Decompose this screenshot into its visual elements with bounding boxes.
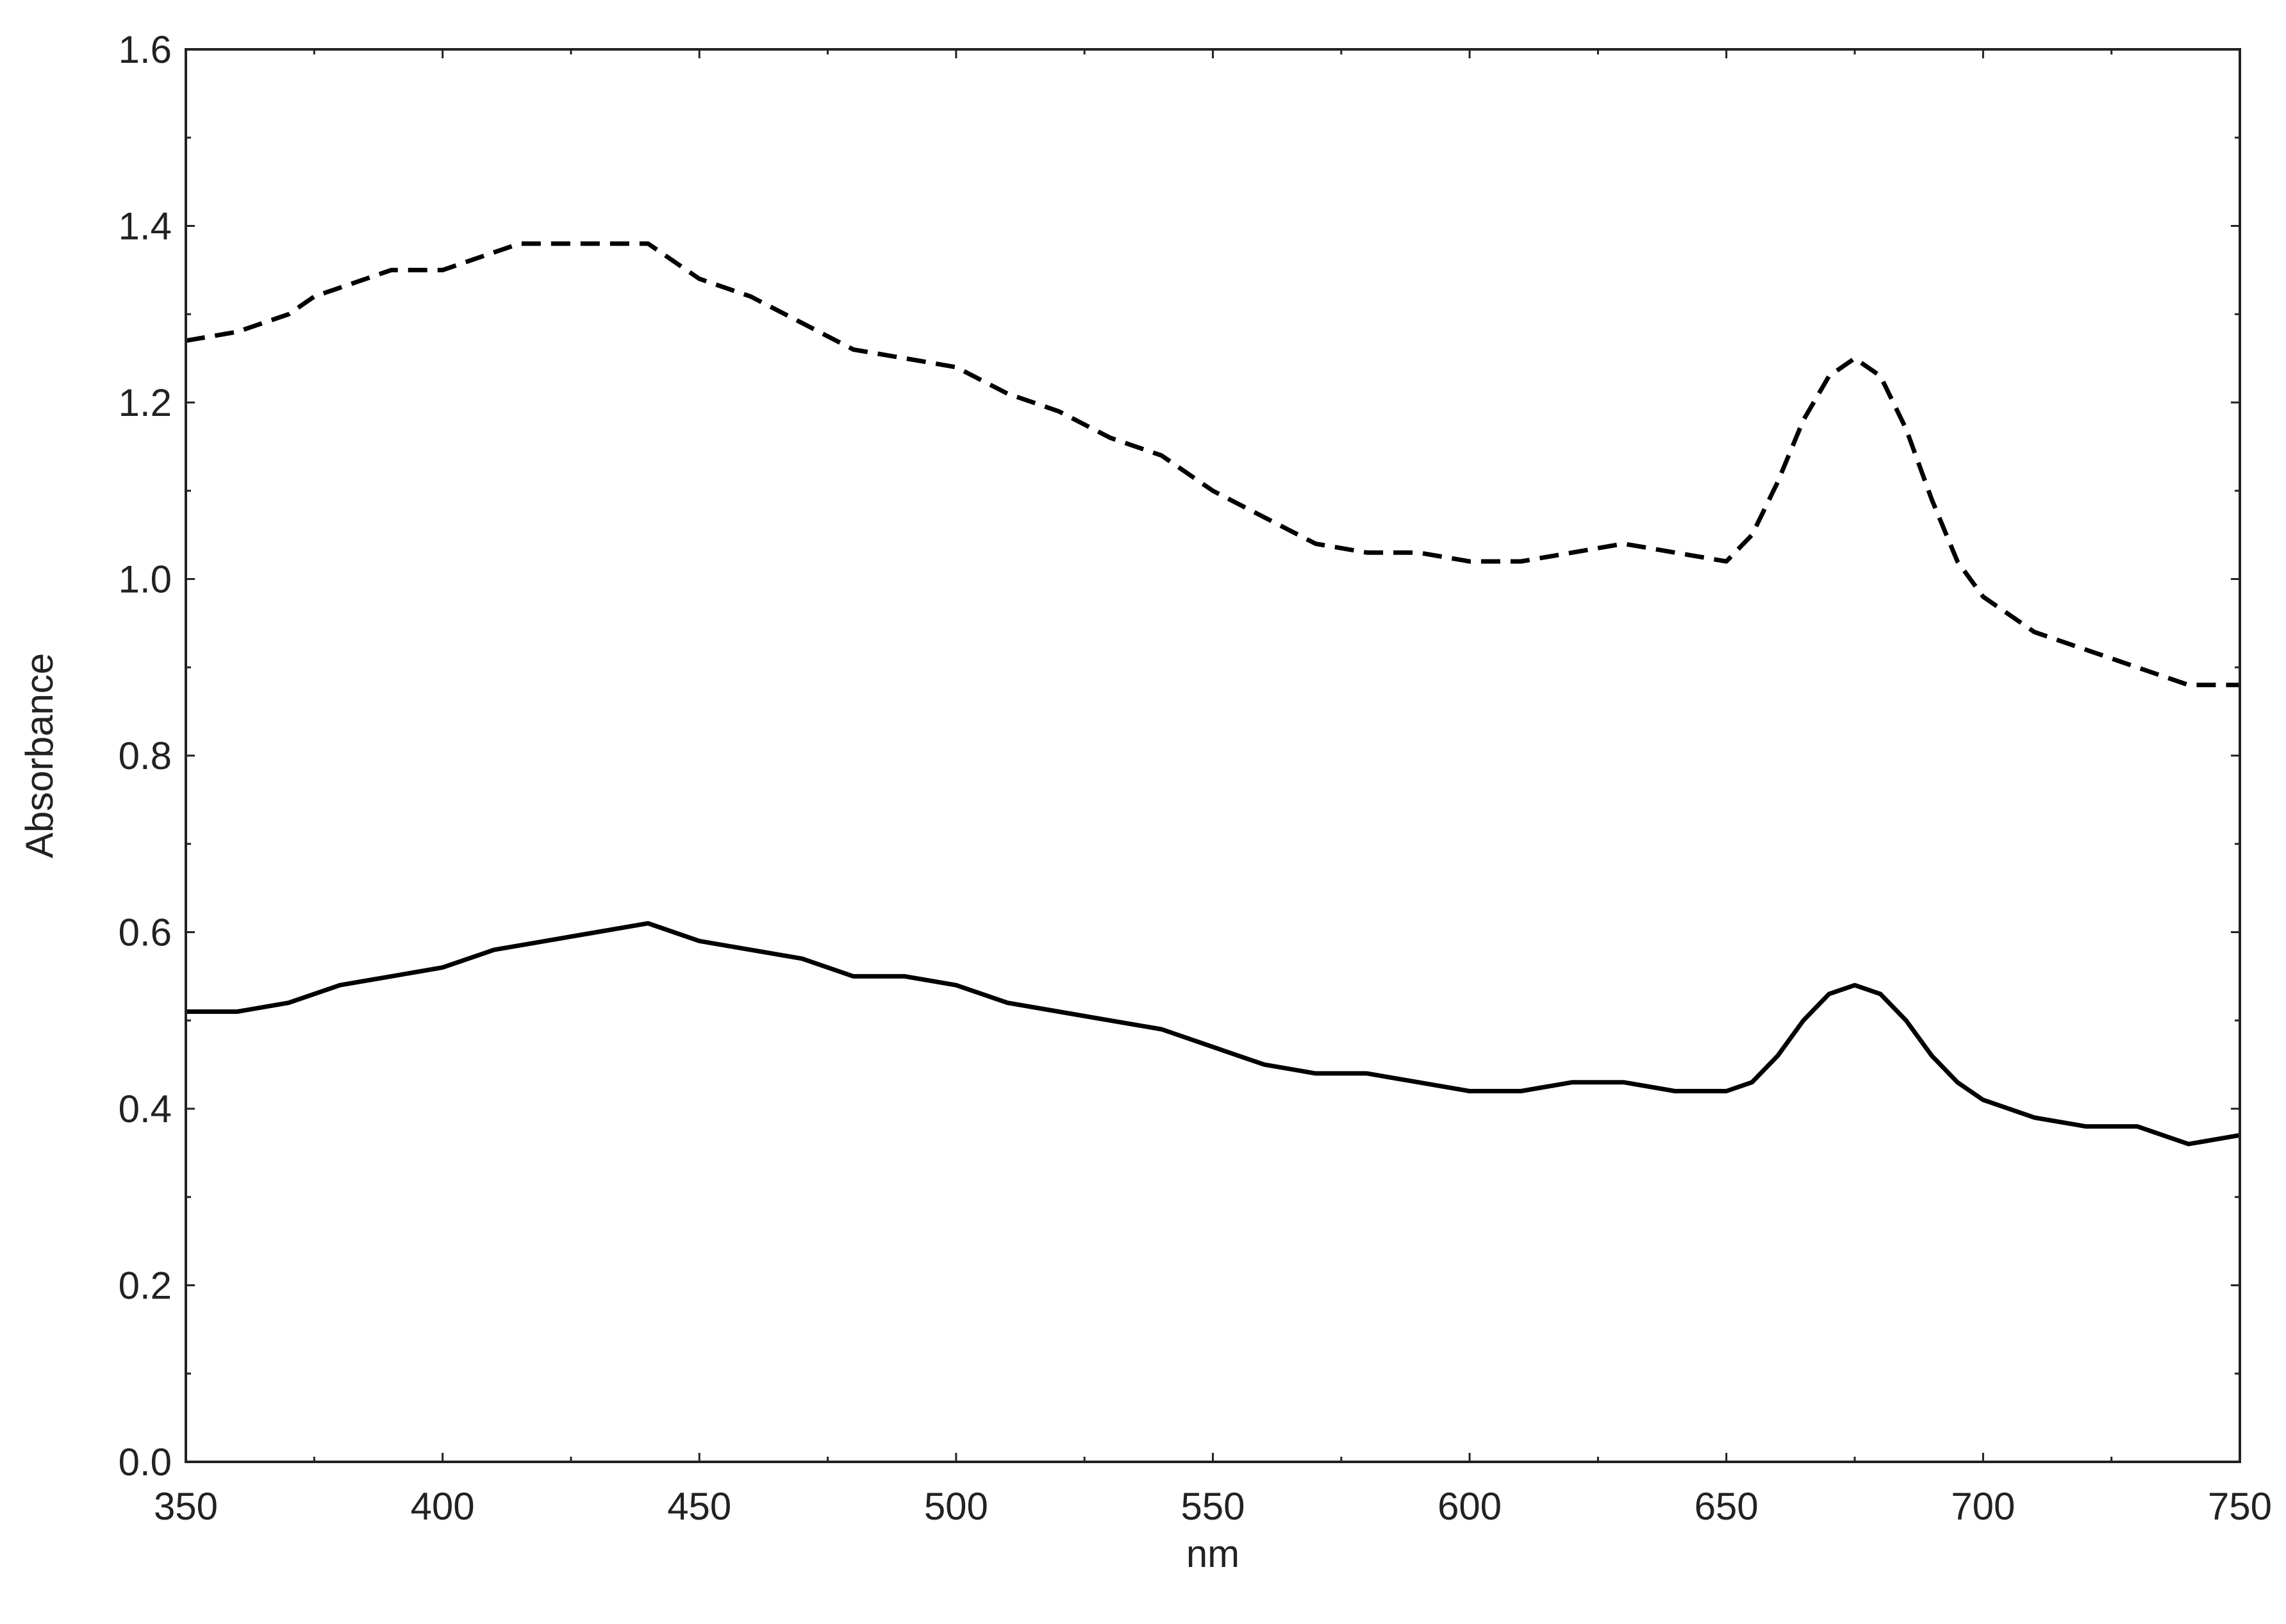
y-tick-label: 1.4 bbox=[119, 205, 172, 248]
dashed-absorbance-series-line bbox=[185, 241, 2240, 688]
x-tick-label: 450 bbox=[667, 1485, 731, 1528]
x-tick-label: 600 bbox=[1437, 1485, 1502, 1528]
y-tick-label: 1.0 bbox=[119, 558, 172, 601]
plot-area-frame bbox=[185, 48, 2241, 1463]
y-tick-label: 0.0 bbox=[119, 1441, 172, 1484]
y-tick-label: 0.4 bbox=[119, 1088, 172, 1131]
x-tick-label: 750 bbox=[2208, 1485, 2272, 1528]
y-axis-title: Absorbance bbox=[18, 653, 61, 858]
x-tick-label: 550 bbox=[1180, 1485, 1245, 1528]
x-tick-label: 400 bbox=[411, 1485, 475, 1528]
solid-absorbance-series-line bbox=[186, 921, 2240, 1147]
x-tick-label: 500 bbox=[924, 1485, 988, 1528]
y-tick-label: 0.2 bbox=[119, 1264, 172, 1307]
y-tick-label: 1.6 bbox=[119, 28, 172, 71]
y-tick-label: 1.2 bbox=[119, 381, 172, 424]
x-tick-label: 700 bbox=[1951, 1485, 2015, 1528]
x-tick-label: 350 bbox=[154, 1485, 218, 1528]
x-axis-title: nm bbox=[1186, 1532, 1239, 1575]
series-layer bbox=[185, 241, 2240, 1147]
tick-labels-layer: 350 400 450 500 550 600 650 700 750 0.0 0.2 0.4 0.6 0… bbox=[119, 28, 2272, 1528]
y-tick-label: 0.8 bbox=[119, 734, 172, 777]
y-tick-label: 0.6 bbox=[119, 911, 172, 954]
x-tick-label: 650 bbox=[1694, 1485, 1759, 1528]
